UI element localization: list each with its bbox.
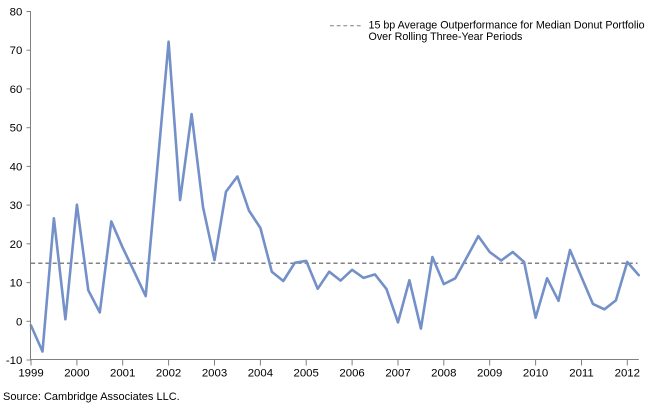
svg-text:40: 40 bbox=[10, 161, 23, 173]
svg-text:2003: 2003 bbox=[202, 368, 227, 380]
svg-text:2009: 2009 bbox=[477, 368, 502, 380]
svg-text:2000: 2000 bbox=[64, 368, 89, 380]
svg-text:80: 80 bbox=[10, 7, 23, 19]
svg-text:10: 10 bbox=[10, 278, 23, 290]
svg-text:0: 0 bbox=[16, 316, 22, 328]
svg-text:2006: 2006 bbox=[339, 368, 364, 380]
svg-text:-10: -10 bbox=[6, 355, 22, 367]
svg-text:2008: 2008 bbox=[431, 368, 456, 380]
svg-text:20: 20 bbox=[10, 239, 23, 251]
svg-text:2005: 2005 bbox=[294, 368, 319, 380]
svg-text:30: 30 bbox=[10, 200, 23, 212]
svg-text:70: 70 bbox=[10, 45, 23, 57]
svg-text:2001: 2001 bbox=[110, 368, 135, 380]
svg-text:2004: 2004 bbox=[248, 368, 273, 380]
svg-text:Source: Cambridge Associates L: Source: Cambridge Associates LLC. bbox=[3, 391, 180, 403]
svg-text:1999: 1999 bbox=[18, 368, 43, 380]
svg-text:15 bp Average Outperformance f: 15 bp Average Outperformance for Median … bbox=[369, 20, 645, 32]
svg-text:2012: 2012 bbox=[615, 368, 640, 380]
svg-text:2002: 2002 bbox=[156, 368, 181, 380]
svg-text:2011: 2011 bbox=[569, 368, 594, 380]
svg-text:2007: 2007 bbox=[385, 368, 410, 380]
svg-text:50: 50 bbox=[10, 123, 23, 135]
svg-text:2010: 2010 bbox=[523, 368, 548, 380]
svg-text:60: 60 bbox=[10, 84, 23, 96]
svg-text:Over Rolling Three-Year Period: Over Rolling Three-Year Periods bbox=[369, 31, 523, 43]
